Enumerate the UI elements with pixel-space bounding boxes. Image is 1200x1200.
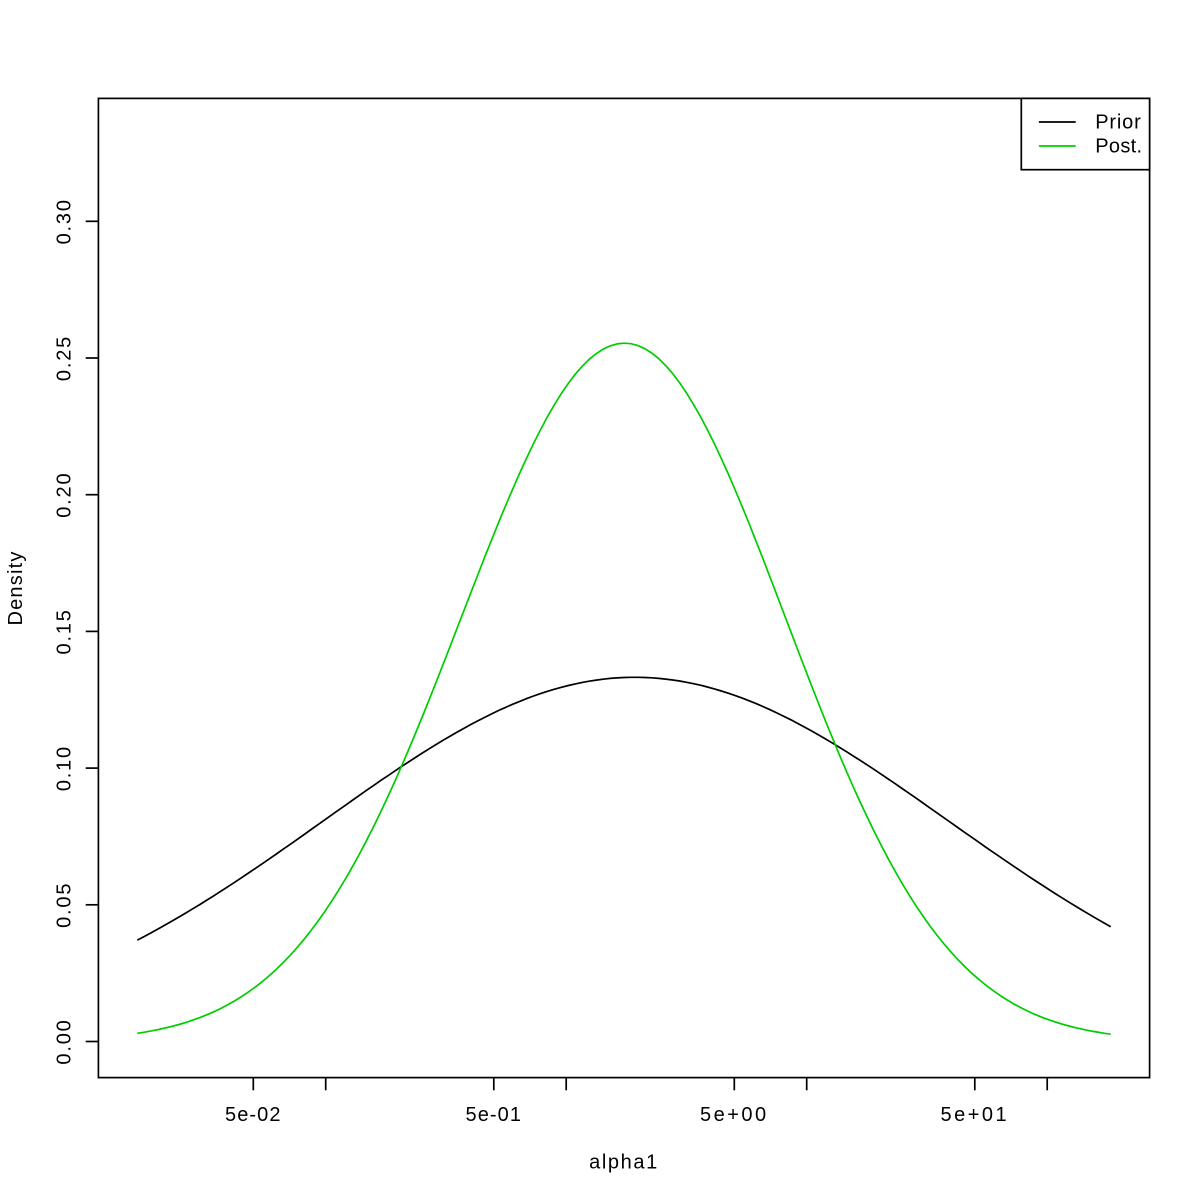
svg-text:5e+01: 5e+01 [940,1104,1009,1126]
svg-text:0.00: 0.00 [53,1018,75,1064]
svg-text:Post.: Post. [1095,135,1142,157]
svg-text:Density: Density [5,550,27,625]
svg-text:0.30: 0.30 [53,198,75,244]
svg-text:5e-01: 5e-01 [465,1104,522,1126]
svg-text:0.10: 0.10 [53,745,75,791]
svg-text:Prior: Prior [1095,111,1141,133]
svg-text:5e+00: 5e+00 [700,1104,769,1126]
svg-text:0.25: 0.25 [53,335,75,381]
svg-text:0.20: 0.20 [53,472,75,518]
svg-text:0.05: 0.05 [53,882,75,928]
svg-text:alpha1: alpha1 [589,1152,659,1174]
svg-text:5e-02: 5e-02 [225,1104,282,1126]
svg-text:0.15: 0.15 [53,608,75,654]
